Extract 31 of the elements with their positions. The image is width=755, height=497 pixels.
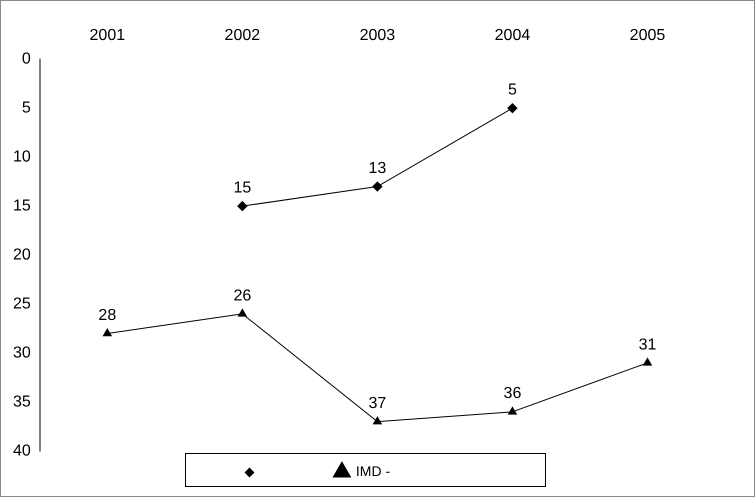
point [508,406,517,415]
x-tick-label: 2002 [224,27,260,44]
y-tick-label: 35 [13,393,31,410]
y-tick-label: 0 [22,50,31,68]
data-label: 37 [368,395,386,412]
legend-label: IMD - [356,462,390,479]
data-label: 26 [233,287,252,304]
x-tick-label: 2001 [90,27,126,44]
data-label: 28 [98,306,116,324]
y-tick-label: 25 [13,295,31,312]
y-tick-label: 30 [13,344,31,362]
y-tick-label: 40 [13,442,31,460]
y-tick-label: 20 [13,246,31,264]
data-label: 36 [504,385,522,402]
data-label: 13 [368,160,386,177]
data-label: 5 [508,82,517,99]
point [372,182,382,192]
y-tick-label: 15 [13,198,31,215]
point [643,358,652,366]
point [507,103,518,114]
point [102,328,112,336]
y-tick-label: 10 [13,148,31,166]
point [373,416,382,424]
point [238,308,247,317]
x-tick-label: 2005 [630,27,666,44]
data-label: 31 [638,336,656,354]
x-tick-label: 2003 [360,27,396,44]
point [237,201,248,212]
data-label: 15 [233,180,252,197]
y-tick-label: 5 [22,100,31,117]
x-tick-label: 2004 [494,27,530,44]
